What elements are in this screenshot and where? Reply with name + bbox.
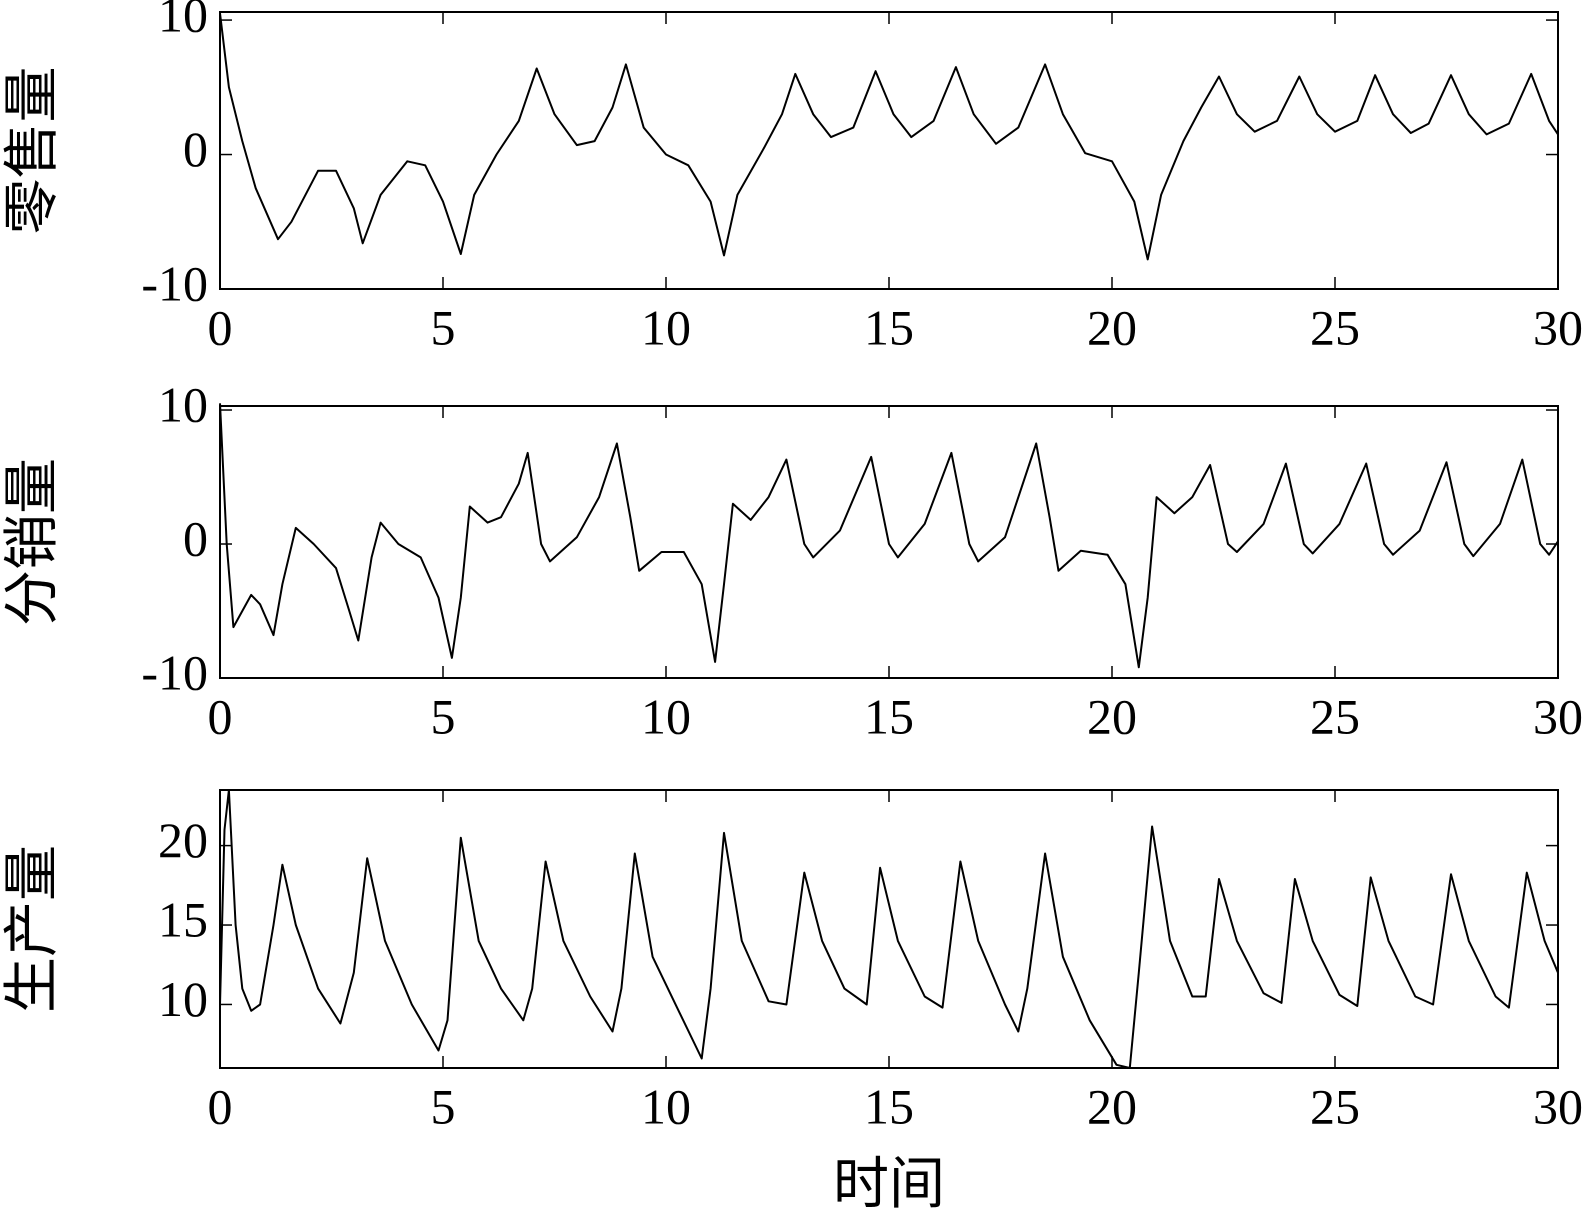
x-tick-label: 20: [1087, 688, 1137, 744]
x-tick-label: 0: [208, 688, 233, 744]
x-tick-label: 10: [641, 1078, 691, 1134]
y-axis-label: 零售量: [2, 67, 64, 235]
y-tick-label: 0: [183, 121, 208, 177]
y-tick-label: 10: [158, 376, 208, 432]
x-tick-label: 25: [1310, 1078, 1360, 1134]
y-axis-label: 分销量: [2, 458, 64, 626]
x-tick-label: 5: [431, 299, 456, 355]
x-tick-label: 10: [641, 688, 691, 744]
x-tick-label: 15: [864, 1078, 914, 1134]
x-axis-label: 时间: [833, 1154, 945, 1216]
y-tick-label: -10: [141, 255, 208, 311]
y-tick-label: 20: [158, 812, 208, 868]
y-tick-label: -10: [141, 644, 208, 700]
x-tick-label: 10: [641, 299, 691, 355]
x-tick-label: 5: [431, 1078, 456, 1134]
line-series: [219, 789, 1559, 1069]
x-tick-label: 30: [1533, 1078, 1583, 1134]
x-tick-label: 0: [208, 1078, 233, 1134]
x-tick-label: 20: [1087, 1078, 1137, 1134]
plot-frame: [219, 789, 1559, 1069]
x-tick-label: 30: [1533, 299, 1583, 355]
y-tick-label: 0: [183, 510, 208, 566]
x-tick-label: 15: [864, 299, 914, 355]
y-tick-label: 15: [158, 891, 208, 947]
x-tick-label: 20: [1087, 299, 1137, 355]
y-tick-label: 10: [158, 0, 208, 43]
line-series: [219, 13, 1559, 261]
x-tick-label: 25: [1310, 299, 1360, 355]
x-tick-label: 15: [864, 688, 914, 744]
x-tick-label: 5: [431, 688, 456, 744]
y-tick-label: 10: [158, 971, 208, 1027]
plot-frame: [219, 11, 1559, 290]
line-series: [219, 403, 1559, 669]
x-tick-label: 25: [1310, 688, 1360, 744]
y-axis-label: 生产量: [2, 845, 64, 1013]
x-tick-label: 0: [208, 299, 233, 355]
x-tick-label: 30: [1533, 688, 1583, 744]
